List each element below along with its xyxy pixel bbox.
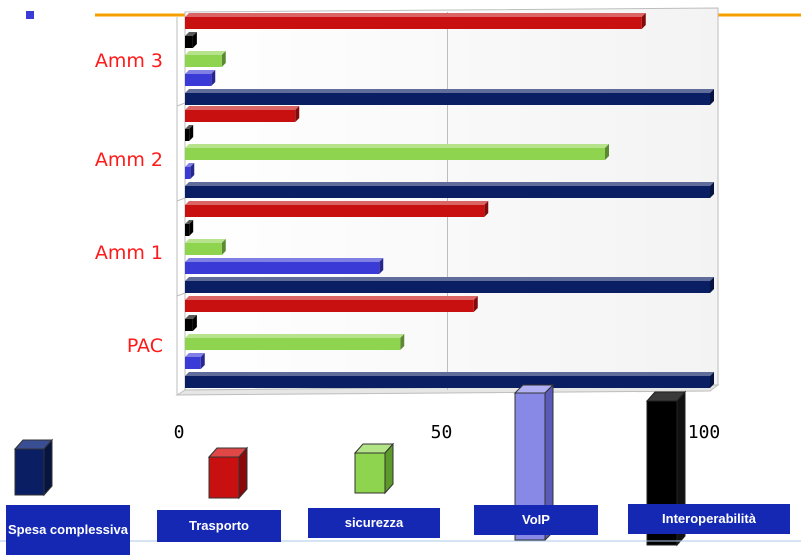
- x-tick-labels: 0 50 100: [174, 422, 721, 443]
- bar-amm-3-voip: [185, 70, 216, 86]
- legend-marker-sicurezza: [353, 442, 395, 495]
- bar-amm-2-trasporto: [185, 106, 300, 122]
- bar-amm-3-trasporto: [185, 13, 646, 29]
- legend-label-voip: VoIP: [474, 505, 598, 535]
- x-tick-label-50: 50: [431, 422, 453, 443]
- bar-amm-1-sicurezza: [185, 239, 226, 255]
- category-separator: [176, 197, 186, 202]
- x-tick-label-100: 100: [688, 422, 721, 443]
- category-separator: [176, 102, 186, 107]
- x-tick-label-0: 0: [174, 422, 185, 443]
- legend-label-trasporto: Trasporto: [157, 510, 281, 542]
- legend-label-spesa: Spesa complessiva: [6, 505, 130, 555]
- bar-amm-1-spesa-complessiva: [185, 277, 714, 293]
- legend-label-trasporto-text: Trasporto: [189, 518, 249, 533]
- bar-amm-3-spesa-complessiva: [185, 89, 714, 105]
- category-label-pac: PAC: [127, 335, 163, 357]
- legend-label-interop-text: Interoperabilità: [662, 511, 756, 526]
- legend-marker-trasporto: [207, 446, 249, 500]
- legend-label-interop: Interoperabilità: [628, 504, 790, 534]
- bar-amm-2-interoperabilit-: [185, 125, 194, 141]
- slide-bullet: [26, 11, 34, 19]
- legend-label-sicurezza: sicurezza: [308, 508, 440, 538]
- bar-pac-trasporto: [185, 296, 478, 312]
- bar-pac-spesa-complessiva: [185, 372, 714, 388]
- category-label-amm-2: Amm 2: [95, 149, 163, 171]
- bar-amm-1-voip: [185, 258, 384, 274]
- category-label-amm-3: Amm 3: [95, 50, 163, 72]
- bar-amm-1-interoperabilit-: [185, 220, 194, 236]
- category-labels: PAC Amm 1 Amm 2 Amm 3: [95, 50, 163, 357]
- bars: [185, 13, 714, 388]
- bar-amm-2-spesa-complessiva: [185, 182, 714, 198]
- bar-amm-1-trasporto: [185, 201, 489, 217]
- bar-amm-3-interoperabilit-: [185, 32, 197, 48]
- legend-marker-spesa: [13, 438, 54, 497]
- category-label-amm-1: Amm 1: [95, 242, 163, 264]
- bar-amm-3-sicurezza: [185, 51, 226, 67]
- plot-back-wall: [184, 7, 719, 391]
- category-separator: [176, 292, 186, 297]
- bar-pac-interoperabilit-: [185, 315, 197, 331]
- bar-pac-sicurezza: [185, 334, 405, 350]
- bar-amm-2-voip: [185, 163, 195, 179]
- bar-amm-2-sicurezza: [185, 144, 609, 160]
- legend-label-sicurezza-text: sicurezza: [344, 515, 404, 530]
- bar-pac-voip: [185, 353, 205, 369]
- legend-label-spesa-text: Spesa complessiva: [8, 522, 128, 537]
- legend-label-voip-text: VoIP: [522, 512, 550, 527]
